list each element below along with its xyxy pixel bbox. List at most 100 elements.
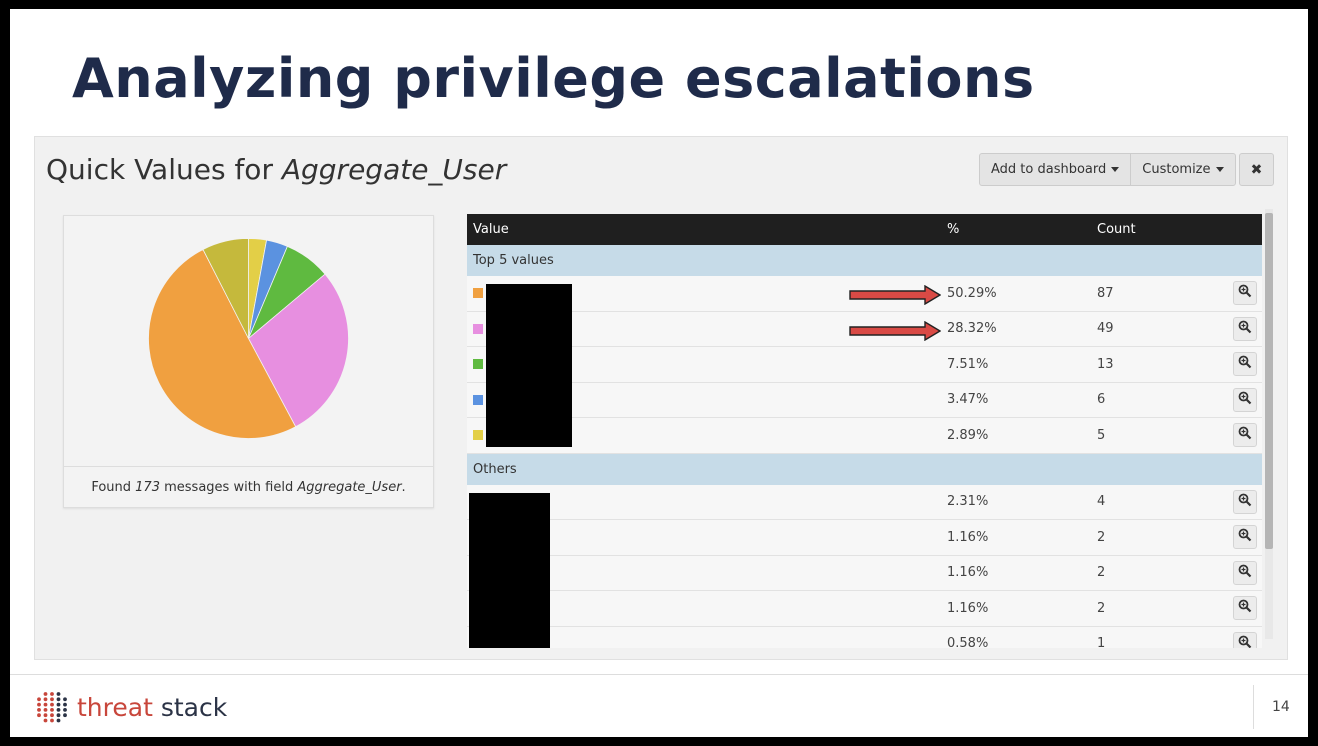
zoom-in-icon xyxy=(1238,284,1252,302)
others-rows: 2.31% 4 1.16% 2 1.16% 2 1.16% 2 0.58% 1 xyxy=(467,485,1262,648)
table-row: 3.47% 6 xyxy=(467,383,1262,418)
pie-footer: Found 173 messages with field Aggregate_… xyxy=(64,466,433,508)
table-row: 2.89% 5 xyxy=(467,418,1262,454)
zoom-in-icon xyxy=(1238,564,1252,582)
quick-values-panel: Quick Values for Aggregate_User Add to d… xyxy=(34,136,1288,660)
table-scrollbar[interactable] xyxy=(1263,201,1275,649)
zoom-in-button[interactable] xyxy=(1232,387,1257,412)
pie-slice xyxy=(247,273,349,428)
series-color-swatch xyxy=(473,359,483,370)
value-cell xyxy=(467,312,947,347)
threat-stack-logo: threat stack xyxy=(35,691,227,723)
zoom-cell xyxy=(1227,556,1262,591)
action-button-group: Add to dashboard Customize xyxy=(979,153,1236,186)
percent-cell: 1.16% xyxy=(947,565,989,581)
quick-values-field-name: Aggregate_User xyxy=(281,153,507,186)
zoom-in-button[interactable] xyxy=(1232,525,1257,550)
message-count: 173 xyxy=(135,480,160,495)
header-value: Value xyxy=(473,222,509,237)
zoom-in-button[interactable] xyxy=(1232,423,1257,448)
add-to-dashboard-label: Add to dashboard xyxy=(991,162,1107,177)
zoom-cell xyxy=(1227,485,1262,520)
annotation-arrow-icon xyxy=(849,284,942,309)
series-color-swatch xyxy=(473,323,483,334)
quick-values-title: Quick Values for Aggregate_User xyxy=(46,153,506,186)
pie-footer-prefix: Found xyxy=(91,480,132,495)
value-cell xyxy=(467,347,947,382)
add-to-dashboard-button[interactable]: Add to dashboard xyxy=(980,154,1130,185)
zoom-cell xyxy=(1227,520,1262,555)
table-row: 1.16% 2 xyxy=(467,520,1262,556)
pie-chart-card: Found 173 messages with field Aggregate_… xyxy=(63,215,434,508)
annotation-arrow-icon xyxy=(849,320,942,345)
table-row: 50.29% 87 xyxy=(467,276,1262,312)
pie-footer-field: Aggregate_User xyxy=(297,480,402,495)
caret-down-icon xyxy=(1215,167,1224,172)
quick-values-title-prefix: Quick Values for xyxy=(46,153,282,186)
zoom-in-button[interactable] xyxy=(1232,489,1257,514)
logo-word-threat: threat xyxy=(77,692,153,722)
zoom-in-button[interactable] xyxy=(1232,560,1257,585)
header-actions xyxy=(1227,214,1262,245)
zoom-in-icon xyxy=(1238,493,1252,511)
count-cell: 2 xyxy=(1097,600,1106,616)
zoom-cell xyxy=(1227,418,1262,453)
table-row: 2.31% 4 xyxy=(467,485,1262,520)
percent-cell: 0.58% xyxy=(947,636,989,648)
table-row: 1.16% 2 xyxy=(467,556,1262,591)
percent-cell: 2.31% xyxy=(947,494,989,510)
count-cell: 1 xyxy=(1097,636,1106,648)
close-icon: ✖ xyxy=(1250,161,1263,178)
pie-footer-suffix: . xyxy=(401,480,406,495)
table-row: 7.51% 13 xyxy=(467,347,1262,383)
value-cell xyxy=(467,418,947,453)
zoom-cell xyxy=(1227,276,1262,311)
slide: Analyzing privilege escalations Quick Va… xyxy=(10,9,1308,737)
close-button[interactable]: ✖ xyxy=(1239,153,1274,186)
table-header: Value % Count xyxy=(467,214,1262,245)
zoom-cell xyxy=(1227,627,1262,648)
value-cell xyxy=(467,383,947,418)
count-cell: 2 xyxy=(1097,529,1106,545)
zoom-in-icon xyxy=(1238,426,1252,444)
logo-dots-icon xyxy=(37,692,67,723)
redaction-block xyxy=(486,284,572,447)
header-percent: % xyxy=(947,222,960,237)
zoom-in-button[interactable] xyxy=(1232,596,1257,621)
zoom-cell xyxy=(1227,312,1262,347)
count-cell: 87 xyxy=(1097,285,1114,301)
pie-footer-middle: messages with field xyxy=(164,480,294,495)
slide-title: Analyzing privilege escalations xyxy=(72,47,1035,110)
count-cell: 5 xyxy=(1097,427,1106,443)
customize-label: Customize xyxy=(1142,162,1211,177)
caret-down-icon xyxy=(1111,167,1120,172)
percent-cell: 7.51% xyxy=(947,356,989,372)
zoom-in-button[interactable] xyxy=(1232,352,1257,377)
percent-cell: 3.47% xyxy=(947,392,989,408)
count-cell: 49 xyxy=(1097,321,1114,337)
page-number: 14 xyxy=(1253,685,1290,729)
pie-slice xyxy=(202,238,249,339)
zoom-in-button[interactable] xyxy=(1232,631,1257,648)
redaction-block xyxy=(469,493,550,648)
zoom-in-icon xyxy=(1238,320,1252,338)
percent-cell: 2.89% xyxy=(947,427,989,443)
logo-text: threat stack xyxy=(77,693,227,722)
logo-word-stack: stack xyxy=(160,692,228,722)
scrollbar-thumb[interactable] xyxy=(1265,213,1273,549)
pie-chart xyxy=(148,238,349,439)
slide-footer: threat stack 14 xyxy=(10,674,1308,737)
percent-cell: 1.16% xyxy=(947,600,989,616)
zoom-in-button[interactable] xyxy=(1232,316,1257,341)
percent-cell: 1.16% xyxy=(947,529,989,545)
count-cell: 2 xyxy=(1097,565,1106,581)
pie-slice xyxy=(148,248,297,439)
zoom-in-button[interactable] xyxy=(1232,281,1257,306)
quick-values-table: Value % Count Top 5 values 50.29% 87 28.32… xyxy=(467,214,1262,648)
series-color-swatch xyxy=(473,430,483,441)
zoom-cell xyxy=(1227,383,1262,418)
count-cell: 4 xyxy=(1097,494,1106,510)
zoom-in-icon xyxy=(1238,528,1252,546)
customize-button[interactable]: Customize xyxy=(1130,154,1234,185)
zoom-in-icon xyxy=(1238,599,1252,617)
